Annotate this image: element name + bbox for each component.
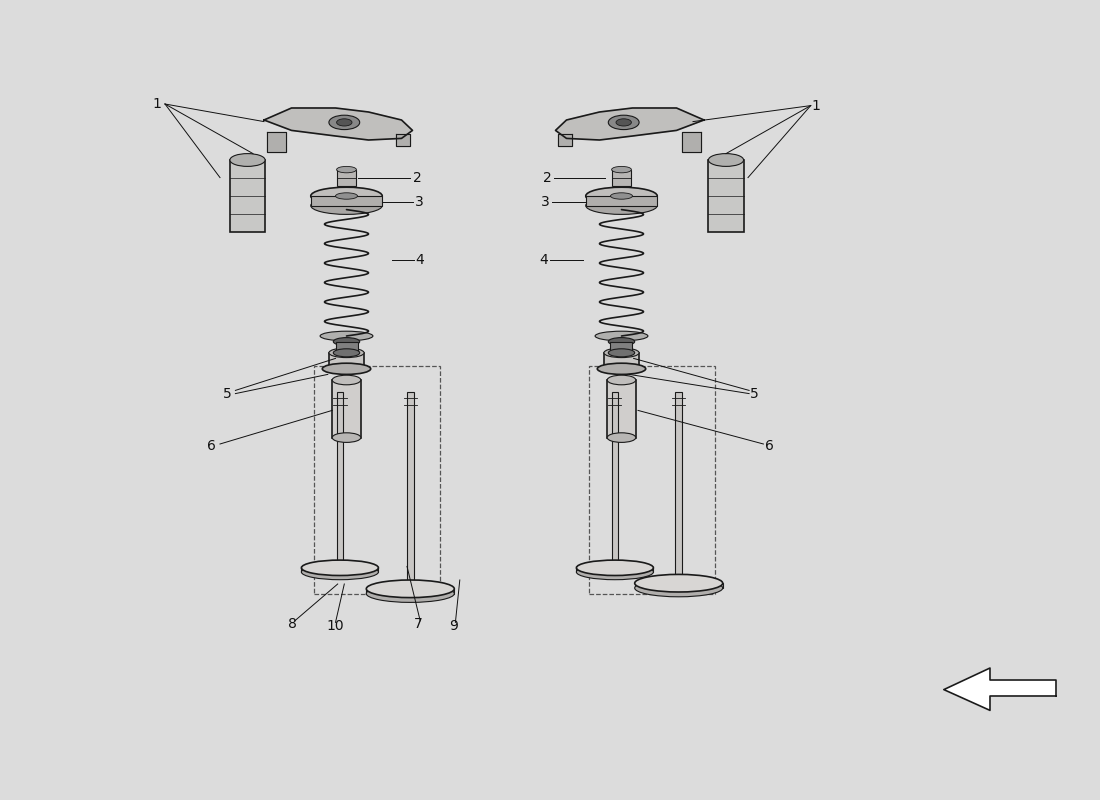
Text: 6: 6 [207,438,216,453]
Bar [708,160,744,232]
Bar [612,392,618,563]
Text: 4: 4 [416,253,425,267]
Ellipse shape [604,348,639,358]
Polygon shape [944,668,1056,710]
Bar [230,160,265,232]
Bar [607,380,636,438]
Bar [310,196,383,206]
Ellipse shape [337,118,352,126]
Ellipse shape [608,115,639,130]
Ellipse shape [597,363,646,374]
Polygon shape [267,132,286,152]
Ellipse shape [329,348,364,358]
Ellipse shape [301,560,378,575]
Text: 4: 4 [539,253,548,267]
Ellipse shape [635,579,723,597]
Bar [612,170,631,186]
Ellipse shape [366,580,454,598]
Text: 3: 3 [541,194,550,209]
Bar [585,196,658,206]
Ellipse shape [333,338,360,346]
Bar [675,392,682,578]
Polygon shape [558,134,572,146]
Ellipse shape [607,375,636,385]
Polygon shape [682,132,701,152]
Bar [301,568,378,572]
Text: 2: 2 [543,170,552,185]
Text: 8: 8 [288,617,297,631]
Ellipse shape [333,349,360,357]
Ellipse shape [310,197,383,214]
Text: 5: 5 [223,386,232,401]
Polygon shape [396,134,410,146]
Bar [329,353,364,369]
Ellipse shape [576,564,653,580]
Bar [314,366,440,594]
Text: 7: 7 [414,617,422,631]
Bar [610,342,632,353]
Text: 9: 9 [449,618,458,633]
Bar [332,380,361,438]
Ellipse shape [336,193,358,199]
Text: 2: 2 [412,170,421,185]
Bar [588,366,715,594]
Ellipse shape [301,564,378,580]
Ellipse shape [607,433,636,442]
Ellipse shape [608,338,635,346]
Text: 5: 5 [750,386,759,401]
Ellipse shape [322,363,371,374]
Polygon shape [264,108,412,140]
Ellipse shape [708,154,744,166]
Bar [337,392,343,563]
Bar [407,392,414,584]
Ellipse shape [337,166,356,173]
Ellipse shape [230,154,265,166]
Ellipse shape [595,331,648,341]
Ellipse shape [610,193,632,199]
Bar [366,589,454,594]
Ellipse shape [585,197,657,214]
Ellipse shape [576,560,653,575]
Text: 6: 6 [764,438,773,453]
Ellipse shape [329,115,360,130]
Bar [337,170,356,186]
Ellipse shape [332,433,361,442]
Bar [336,342,358,353]
Ellipse shape [635,574,723,592]
Polygon shape [556,108,704,140]
Ellipse shape [366,585,454,602]
Text: 1: 1 [812,98,821,113]
Text: 1: 1 [153,97,162,111]
Ellipse shape [310,187,383,205]
Text: 10: 10 [327,618,344,633]
Ellipse shape [616,118,631,126]
Ellipse shape [585,187,657,205]
Ellipse shape [608,349,635,357]
Bar [576,568,653,572]
Bar [635,583,723,588]
Bar [604,353,639,369]
Text: 3: 3 [415,194,424,209]
Ellipse shape [332,375,361,385]
Ellipse shape [612,166,631,173]
Ellipse shape [320,331,373,341]
